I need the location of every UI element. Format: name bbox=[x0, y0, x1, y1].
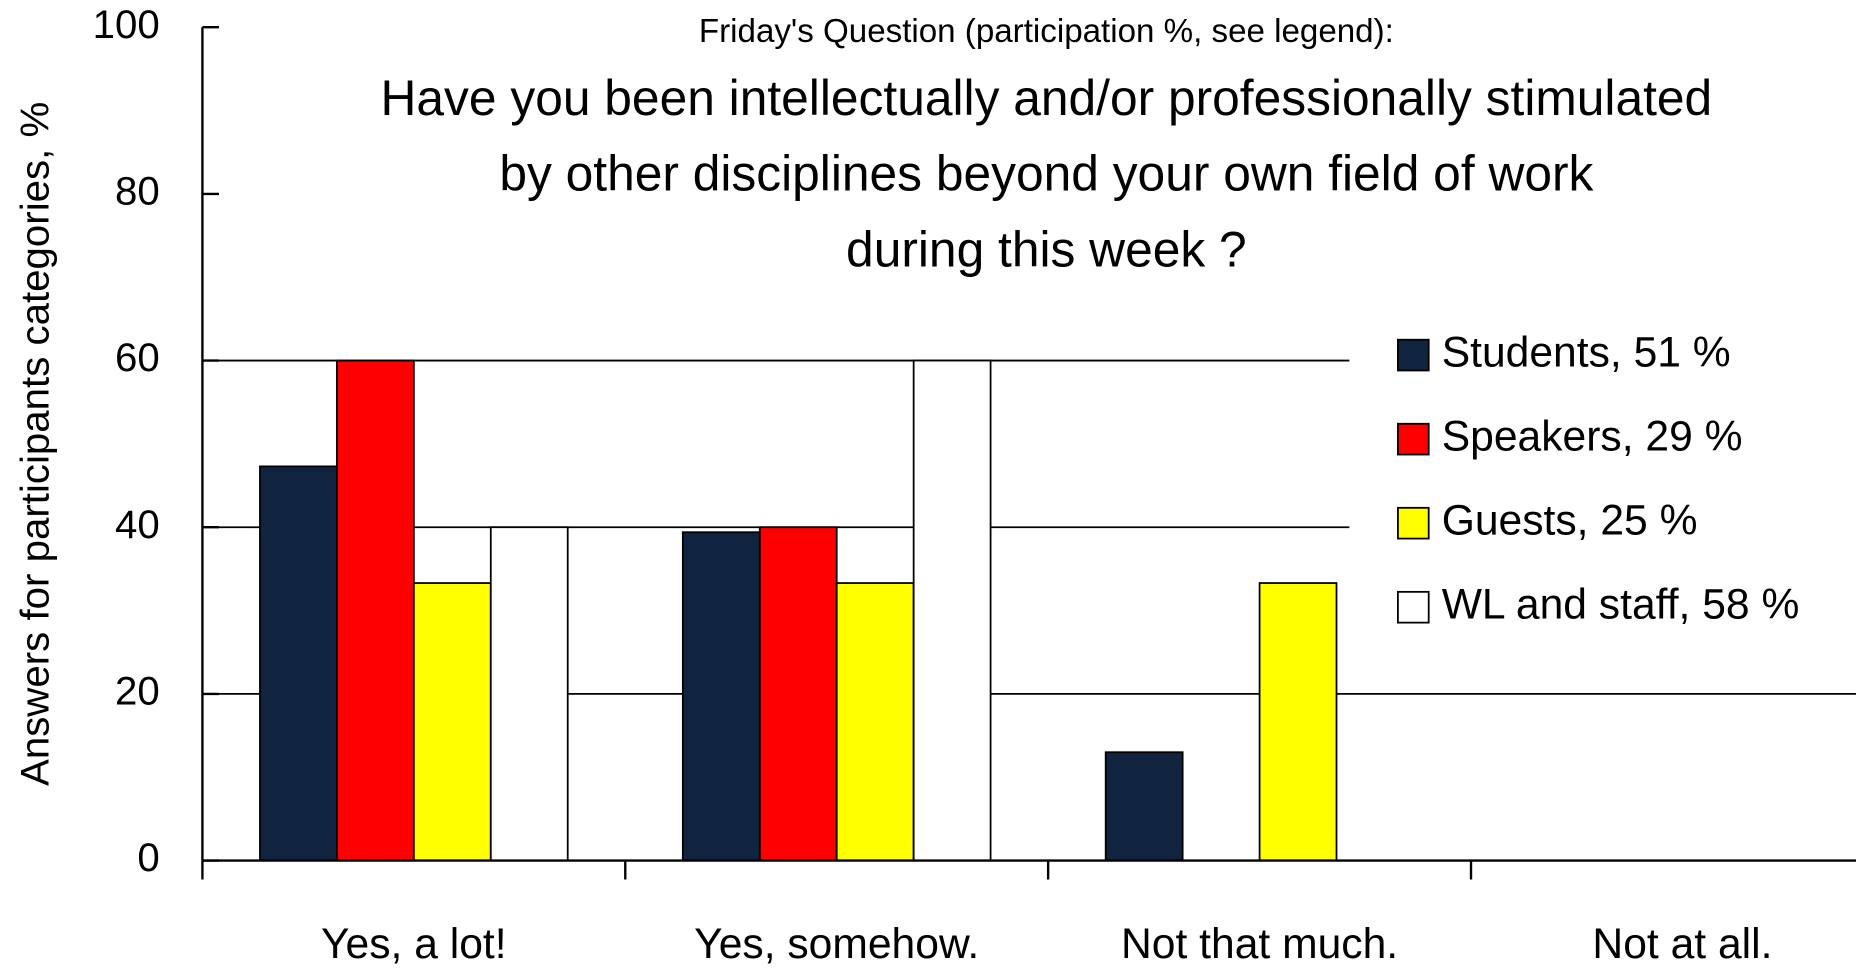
legend-label: Guests, 25 % bbox=[1442, 496, 1698, 544]
chart-subtitle: Friday's Question (participation %, see … bbox=[699, 13, 1394, 50]
bar bbox=[681, 531, 761, 862]
legend-label: Students, 51 % bbox=[1442, 328, 1731, 376]
x-tick-label: Not at all. bbox=[1592, 920, 1772, 968]
bar bbox=[259, 465, 338, 862]
y-tick-label: 100 bbox=[93, 2, 160, 47]
legend-label: Speakers, 29 % bbox=[1442, 412, 1743, 460]
y-tick-label: 80 bbox=[115, 169, 160, 214]
chart-title: by other disciplines beyond your own fie… bbox=[499, 146, 1593, 202]
x-tick-label: Yes, somehow. bbox=[694, 920, 979, 968]
y-tick-label: 0 bbox=[137, 835, 159, 880]
legend-swatch bbox=[1397, 422, 1430, 456]
y-tick-label: 40 bbox=[115, 502, 160, 547]
x-tick-label: Yes, a lot! bbox=[321, 920, 507, 968]
bar bbox=[336, 359, 415, 862]
bar bbox=[489, 526, 569, 862]
y-axis-label: Answers for participants categories, % bbox=[13, 102, 58, 786]
legend-label: WL and staff, 58 % bbox=[1442, 580, 1800, 628]
title-background bbox=[213, 9, 1856, 292]
bar bbox=[1104, 751, 1184, 862]
chart-title: during this week ? bbox=[846, 221, 1247, 277]
x-tick-label: Not that much. bbox=[1121, 920, 1398, 968]
bar bbox=[1258, 582, 1338, 862]
chart-title: Have you been intellectually and/or prof… bbox=[381, 70, 1713, 126]
bar bbox=[835, 582, 915, 862]
y-tick-label: 20 bbox=[115, 669, 160, 714]
bar bbox=[758, 526, 838, 862]
bar bbox=[912, 359, 992, 862]
legend-swatch bbox=[1397, 338, 1430, 372]
bar bbox=[412, 582, 492, 862]
legend-background bbox=[1349, 319, 1856, 652]
y-tick-label: 60 bbox=[115, 335, 160, 380]
legend-swatch bbox=[1397, 590, 1430, 624]
legend-swatch bbox=[1397, 506, 1430, 540]
